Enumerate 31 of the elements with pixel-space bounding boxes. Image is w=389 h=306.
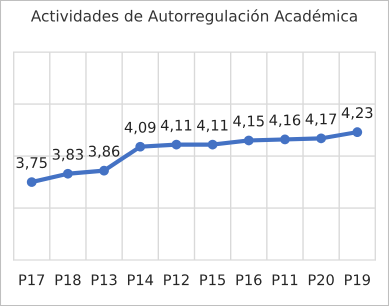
x-tick-label: P18 [56, 274, 81, 286]
x-tick-label: P16 [236, 274, 262, 286]
data-label: 3,75 [16, 157, 47, 170]
x-tick-label: P11 [272, 274, 298, 286]
x-tick-label: P20 [308, 274, 334, 286]
x-tick-label: P14 [128, 274, 154, 286]
x-tick-label: P17 [19, 274, 44, 286]
data-label: 4,17 [306, 114, 336, 126]
data-label: 4,23 [342, 107, 372, 120]
data-label: 3,83 [52, 148, 83, 162]
point [135, 142, 146, 152]
x-tick-label: P13 [92, 274, 117, 286]
point [208, 140, 218, 150]
data-label: 4,11 [160, 120, 192, 132]
point [352, 127, 362, 137]
x-tick-label: P15 [200, 274, 225, 286]
point [26, 177, 37, 187]
data-label: 4,16 [269, 114, 300, 127]
data-label: 4,11 [197, 120, 228, 132]
data-label: 4,15 [233, 116, 264, 128]
data-label: 4,09 [124, 122, 156, 134]
point [63, 168, 73, 179]
point [172, 140, 182, 150]
chart-title: Actividades de Autorregulación Académica [30, 9, 357, 25]
point [280, 134, 290, 144]
data-label: 3,86 [88, 146, 120, 158]
point [316, 134, 326, 144]
x-tick-label: P12 [164, 274, 189, 286]
point [99, 166, 109, 176]
point [244, 136, 254, 146]
x-tick-label: P19 [345, 274, 370, 286]
